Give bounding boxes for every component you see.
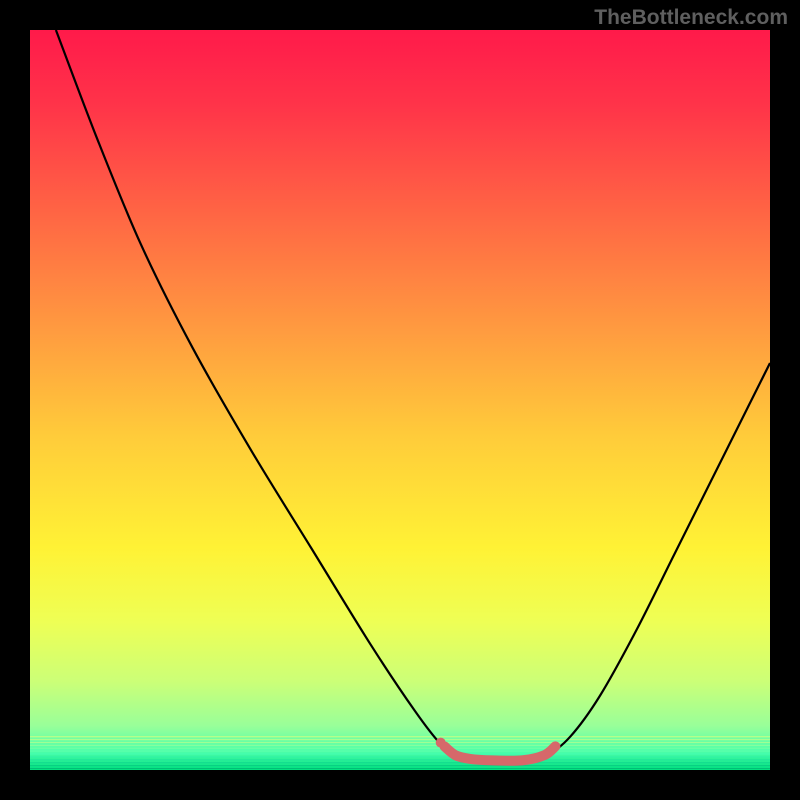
watermark-text: TheBottleneck.com xyxy=(594,6,788,30)
bottleneck-chart xyxy=(30,30,770,770)
optimal-range-dot xyxy=(436,738,446,748)
gradient-background xyxy=(30,30,770,770)
